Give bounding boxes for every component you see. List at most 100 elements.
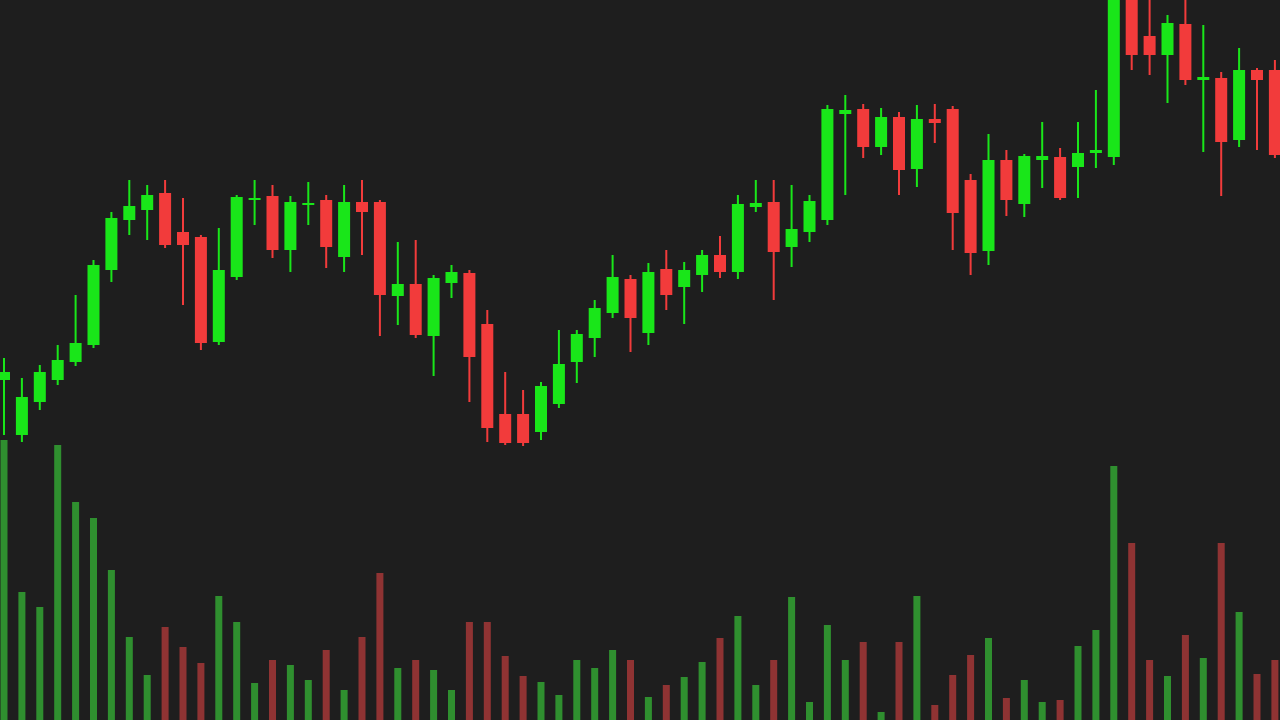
volume-bar (179, 647, 187, 720)
candle-body (248, 198, 261, 200)
volume-bar (1199, 658, 1207, 720)
volume-bar (1110, 466, 1118, 720)
volume-bar (770, 660, 778, 720)
candle-body (642, 272, 655, 333)
volume-bar (573, 660, 581, 720)
volume-bar (36, 607, 44, 720)
volume-bar (125, 637, 133, 720)
candle-body (749, 203, 762, 207)
volume-bar (54, 445, 62, 720)
volume-bar (1038, 702, 1046, 720)
candle-body (302, 203, 315, 205)
candle-body (266, 196, 279, 250)
volume-bar (430, 670, 438, 720)
volume-bar (1056, 700, 1064, 720)
volume-bar (448, 690, 455, 720)
volume-bar (143, 675, 151, 720)
volume-bar (215, 596, 223, 720)
candle-body (51, 360, 64, 380)
volume-bar (251, 683, 259, 720)
candle-body (1054, 157, 1067, 198)
candle-body (1197, 77, 1210, 80)
volume-bar (662, 685, 670, 720)
candle-body (1161, 23, 1174, 55)
volume-bar (788, 597, 796, 720)
volume-bar (931, 705, 939, 720)
volume-bar (716, 638, 724, 720)
volume-bar (734, 616, 742, 720)
candle-body (33, 372, 46, 402)
candle-body (875, 117, 888, 147)
volume-bar (412, 660, 420, 720)
volume-bar (752, 685, 760, 720)
candle-body (1125, 0, 1138, 55)
candle-body (731, 204, 744, 272)
volume-bar (1235, 612, 1243, 720)
candle-body (212, 270, 225, 342)
volume-bar (1164, 676, 1171, 720)
candle-body (373, 202, 386, 295)
volume-bar (0, 440, 8, 720)
volume-bar (1146, 660, 1154, 720)
volume-bar (1128, 543, 1136, 720)
candle-body (714, 255, 726, 272)
volume-bar (859, 642, 867, 720)
candle-body (839, 110, 852, 114)
volume-bar (465, 622, 473, 720)
candle-body (1268, 70, 1280, 155)
candle-body (588, 308, 601, 338)
volume-bar (18, 592, 26, 720)
candle-body (696, 255, 709, 275)
candle-body (1233, 70, 1246, 140)
candle-body (910, 119, 923, 169)
candle-body (928, 119, 941, 123)
volume-bar (609, 650, 617, 720)
volume-bar (269, 660, 276, 720)
candle-body (624, 279, 637, 318)
volume-bar (806, 702, 813, 720)
candle-body (767, 202, 780, 252)
candle-body (230, 197, 243, 277)
volume-bar (823, 625, 831, 720)
volume-bar (90, 518, 97, 720)
candle-body (857, 109, 870, 147)
candle-body (982, 160, 995, 251)
volume-bar (680, 677, 688, 720)
volume-bar (555, 695, 563, 720)
candle-body (1018, 156, 1031, 204)
candle-body (123, 206, 136, 220)
candle-body (159, 193, 172, 245)
volume-bar (1181, 635, 1189, 720)
volume-bar (895, 642, 903, 720)
volume-bar (1092, 630, 1100, 720)
candle-body (499, 414, 512, 443)
volume-bar (537, 682, 545, 720)
volume-bar (340, 690, 348, 720)
volume-bar (1217, 543, 1225, 720)
volume-bar (286, 665, 294, 720)
candle-body (194, 237, 207, 343)
volume-bar (985, 638, 992, 720)
candle-body (481, 324, 494, 428)
volume-bar (1253, 674, 1261, 720)
volume-bar (107, 570, 115, 720)
volume-bar (591, 668, 599, 720)
candle-body (570, 334, 583, 362)
volume-bar (376, 573, 384, 720)
volume-bar (233, 622, 241, 720)
candle-body (660, 269, 673, 295)
volume-bar (483, 622, 491, 720)
candle-body (535, 386, 547, 432)
candle-body (785, 229, 798, 247)
candle-body (517, 414, 530, 443)
volume-bar (197, 663, 205, 720)
candle-body (356, 202, 368, 212)
candle-body (320, 200, 333, 247)
volume-bar (913, 596, 921, 720)
candle-body (1251, 70, 1263, 80)
candle-body (1143, 36, 1156, 55)
candle-body (893, 117, 905, 170)
candle-body (105, 218, 118, 270)
